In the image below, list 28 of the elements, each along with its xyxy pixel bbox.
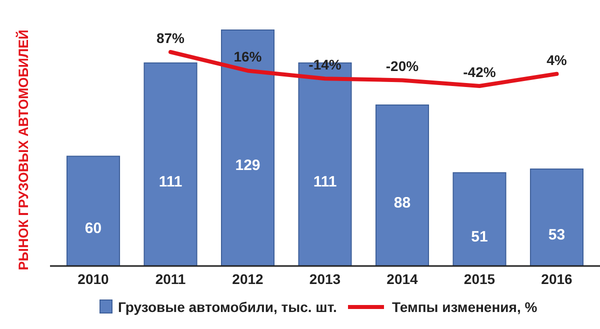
data-label: 53	[548, 226, 566, 244]
bar	[220, 30, 275, 266]
x-tick-label: 2016	[541, 271, 573, 287]
data-label: 87%	[156, 30, 186, 46]
legend-label: Грузовые автомобили, тыс. шт.	[118, 299, 337, 315]
x-tick-label: 2013	[309, 271, 341, 287]
data-label: 88	[394, 194, 411, 212]
bar	[144, 62, 198, 266]
y-axis-title: РЫНОК ГРУЗОВЫХ АВТОМОБИЛЕЙ	[15, 30, 31, 270]
data-label: 129	[235, 157, 260, 174]
data-label: -42%	[463, 64, 496, 80]
data-label: 51	[471, 228, 488, 246]
data-label: 111	[313, 173, 337, 190]
bar	[530, 168, 584, 266]
bar	[375, 104, 430, 266]
data-label: 16%	[234, 48, 262, 65]
bar	[66, 156, 120, 266]
x-tick-label: 2015	[464, 271, 496, 287]
data-label: 111	[158, 173, 182, 190]
x-tick-label: 2010	[78, 271, 110, 287]
x-tick-label: 2012	[232, 271, 264, 287]
data-label: 60	[84, 220, 102, 238]
bar	[452, 172, 506, 266]
x-tick-label: 2011	[155, 271, 186, 287]
legend-label: Темпы изменения, %	[392, 299, 538, 315]
x-tick-label: 2014	[386, 271, 418, 287]
data-label: 4%	[546, 52, 568, 68]
data-label: -20%	[386, 58, 420, 74]
